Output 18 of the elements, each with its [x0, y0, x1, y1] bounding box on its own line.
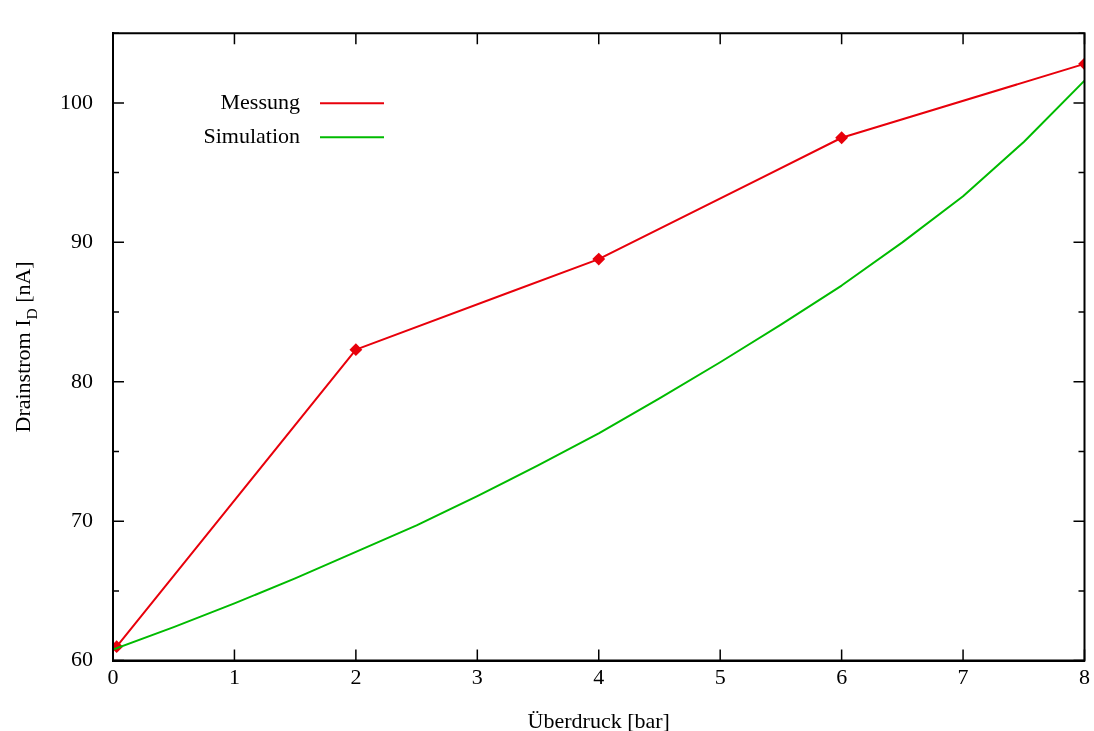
x-tick-label: 2 — [350, 663, 362, 689]
y-tick-label: 80 — [71, 367, 93, 393]
x-tick-label: 8 — [1079, 663, 1090, 689]
y-tick-label: 90 — [71, 228, 93, 254]
x-tick-label: 3 — [471, 663, 483, 689]
x-tick-label: 4 — [593, 663, 605, 689]
x-tick-label: 7 — [957, 663, 969, 689]
y-tick-label: 60 — [71, 646, 93, 672]
x-tick-label: 0 — [107, 663, 119, 689]
legend-label: Messung — [220, 88, 300, 114]
legend-label: Simulation — [203, 122, 300, 148]
x-tick-label: 1 — [228, 663, 240, 689]
y-tick-label: 100 — [60, 88, 93, 114]
x-axis-title: Überdruck [bar] — [527, 708, 670, 731]
x-tick-label: 5 — [714, 663, 726, 689]
y-tick-label: 70 — [71, 506, 93, 532]
x-tick-label: 6 — [836, 663, 848, 689]
y-axis-title: Drainstrom ID [nA] — [10, 261, 40, 433]
